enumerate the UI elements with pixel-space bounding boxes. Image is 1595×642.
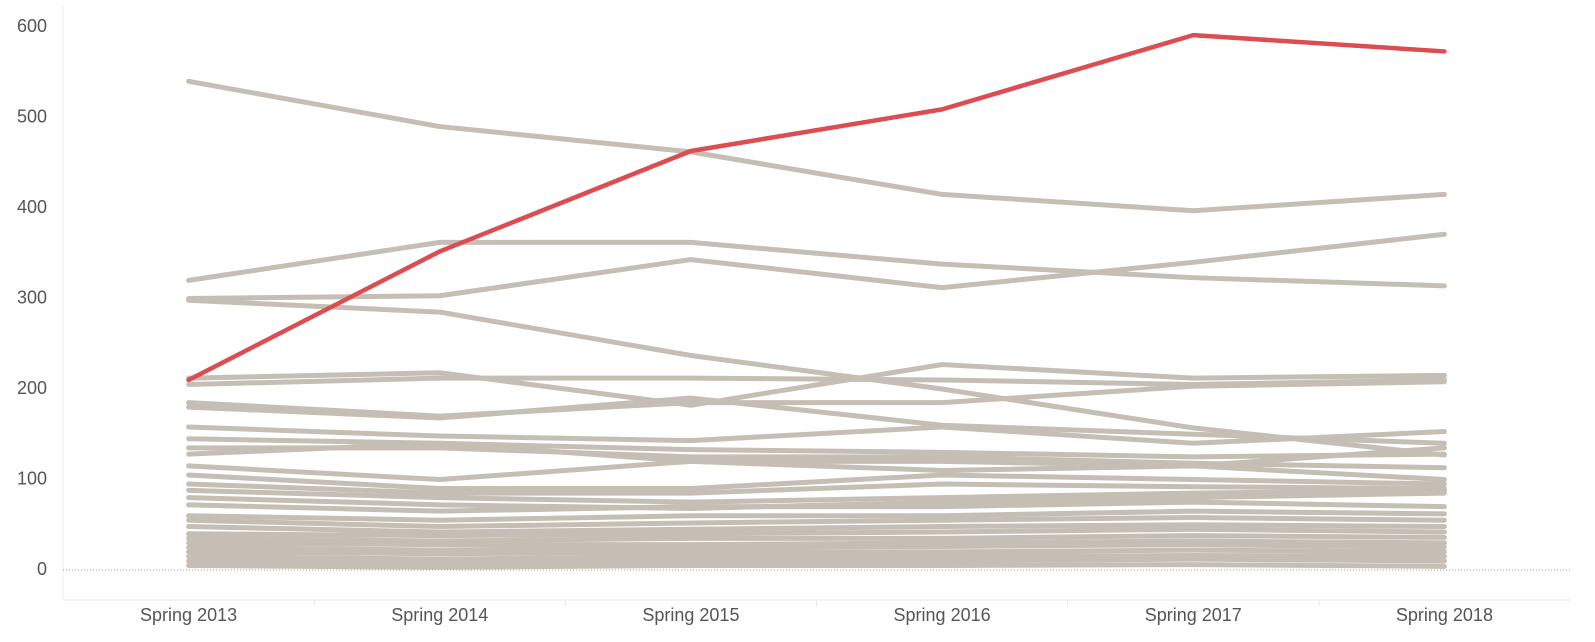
series-line [186,472,1447,492]
series-line [186,436,1447,460]
y-tick-label: 200 [17,378,47,398]
series-line [186,553,1447,562]
series-line [186,239,1447,289]
series-line [186,32,1447,383]
x-tick-label: Spring 2015 [642,605,739,625]
series-line [186,533,1447,544]
series-line [186,562,1447,570]
series-line [186,487,1447,505]
series-line [186,547,1447,557]
y-tick-label: 500 [17,106,47,126]
series-line [186,297,1447,458]
x-tick-label: Spring 2014 [391,605,488,625]
y-tick-label: 100 [17,468,47,488]
y-tick-label: 300 [17,287,47,307]
series-line [186,481,1447,496]
series-line [186,424,1447,446]
series-line [186,556,1447,566]
series-line [186,231,1447,301]
x-tick-label: Spring 2018 [1396,605,1493,625]
series-line [186,395,1447,446]
series-line [186,440,1447,473]
y-tick-label: 400 [17,197,47,217]
x-tick-label: Spring 2017 [1145,605,1242,625]
series-line [186,458,1447,482]
series-line [186,522,1447,535]
y-tick-label: 600 [17,16,47,36]
series-line [186,538,1447,548]
x-tick-label: Spring 2013 [140,605,237,625]
series-line [186,499,1447,514]
series-line [186,515,1447,530]
series-line [186,362,1447,408]
x-tick-label: Spring 2016 [894,605,991,625]
series-line [186,78,1447,214]
series-line [186,542,1447,553]
series-line [186,508,1447,523]
series-line [186,526,1447,539]
y-tick-label: 0 [37,559,47,579]
